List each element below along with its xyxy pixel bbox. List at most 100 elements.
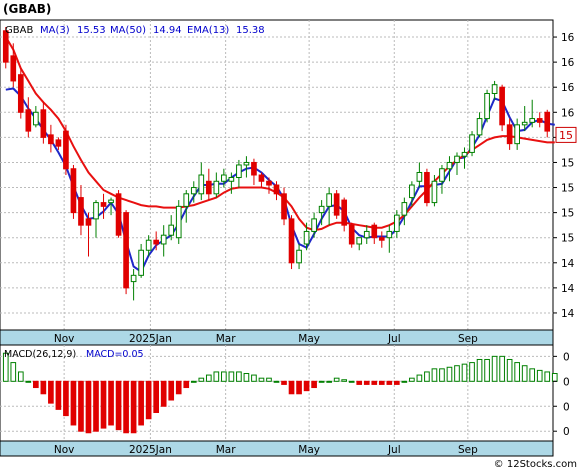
legend-ticker: GBAB	[5, 25, 33, 36]
candle-body-down	[115, 193, 122, 236]
candle	[439, 164, 445, 194]
macd-bar-positive	[521, 365, 528, 382]
candle-body-down	[123, 212, 129, 289]
candle-body-down	[70, 168, 77, 214]
candle-body-down	[544, 111, 551, 132]
price-grid	[0, 20, 553, 330]
candle-body-down	[10, 55, 17, 82]
candle	[341, 197, 348, 232]
candle	[266, 177, 272, 194]
candle-body-down	[153, 239, 160, 245]
candle-body-up	[363, 230, 370, 239]
macd-bar-negative	[288, 380, 295, 395]
candle-body-up	[183, 193, 190, 207]
x-axis-label: Nov	[54, 444, 75, 456]
legend-ema13-value: 15.38	[236, 25, 265, 36]
macd-bar-positive	[228, 371, 235, 382]
candle-body-up	[175, 205, 182, 239]
price-y-tick-label: 16	[561, 82, 575, 94]
candle-body-up	[318, 205, 325, 214]
macd-bar-negative	[123, 380, 129, 434]
candle-body-down	[25, 109, 32, 132]
macd-bar-negative	[85, 380, 92, 434]
macd-bar-positive	[529, 368, 536, 382]
candle	[17, 68, 24, 119]
candle	[273, 181, 280, 201]
candle	[318, 200, 325, 226]
macd-bar-negative	[33, 380, 39, 389]
macd-bar-negative	[145, 380, 152, 420]
candle-body-up	[461, 151, 468, 157]
macd-bar-positive	[273, 380, 280, 383]
macd-bar-positive	[536, 369, 543, 382]
macd-bar-positive	[499, 355, 505, 382]
candle	[454, 152, 460, 175]
candle-body-down	[424, 171, 430, 204]
candle	[469, 131, 475, 157]
macd-bar-negative	[115, 380, 122, 431]
candle	[303, 222, 310, 251]
candle-body-up	[236, 164, 242, 179]
macd-panel-frame	[0, 344, 554, 442]
candle-body-up	[160, 234, 167, 245]
candle	[175, 200, 182, 244]
macd-bar-positive	[17, 371, 24, 382]
macd-legend: MACD(26,12,9) MACD=0.05	[4, 349, 144, 360]
candle-body-up	[491, 84, 498, 94]
macd-bar-positive	[10, 362, 17, 382]
candle	[183, 190, 190, 223]
candle	[205, 168, 212, 201]
macd-y-tick-label: 0	[563, 401, 570, 413]
candle-body-up	[454, 155, 460, 163]
candle	[431, 175, 438, 207]
candle	[228, 172, 235, 194]
candle	[401, 197, 408, 226]
candle	[288, 215, 295, 270]
candle	[70, 164, 77, 219]
candle	[514, 118, 520, 150]
candle-body-down	[17, 74, 24, 113]
candle	[2, 27, 9, 69]
candle-body-up	[93, 202, 99, 220]
candle	[393, 210, 400, 238]
candle	[371, 222, 378, 244]
candle	[55, 137, 62, 150]
candle-body-down	[63, 130, 69, 170]
macd-bar-positive	[491, 355, 498, 382]
candle	[213, 172, 220, 198]
candle	[33, 106, 39, 128]
candle-body-up	[138, 249, 144, 276]
candle-body-down	[2, 30, 9, 63]
macd-bar-positive	[446, 366, 453, 382]
macd-bar-positive	[221, 371, 227, 382]
candle	[168, 215, 175, 241]
candle	[251, 158, 257, 186]
x-axis-label: 2025Jan	[129, 444, 172, 456]
candle	[446, 156, 453, 182]
macd-bar-positive	[551, 373, 558, 382]
legend-ma50-value: 14.94	[153, 25, 182, 36]
candle-body-down	[40, 109, 47, 138]
legend-ma3-value: 15.53	[77, 25, 106, 36]
candle-body-down	[499, 86, 505, 126]
macd-bar-negative	[303, 380, 310, 392]
candle	[78, 185, 84, 236]
candle-body-down	[258, 174, 265, 182]
macd-bar-positive	[454, 365, 460, 382]
candle	[93, 200, 99, 238]
candle-body-up	[401, 202, 408, 216]
candle-body-down	[348, 224, 355, 245]
macd-bar-positive	[190, 380, 197, 383]
macd-legend-value: MACD=0.05	[86, 349, 144, 360]
macd-bar-negative	[175, 380, 182, 395]
macd-bar-positive	[544, 371, 551, 382]
candle-body-down	[205, 180, 212, 195]
macd-bar-positive	[348, 380, 355, 383]
candle-body-up	[439, 168, 445, 182]
macd-bar-negative	[356, 380, 363, 385]
macd-bar-positive	[476, 358, 483, 382]
candle	[416, 162, 423, 188]
candle	[424, 168, 430, 207]
price-y-tick-label: 14	[561, 258, 575, 270]
x-axis-label: Jul	[387, 444, 401, 456]
